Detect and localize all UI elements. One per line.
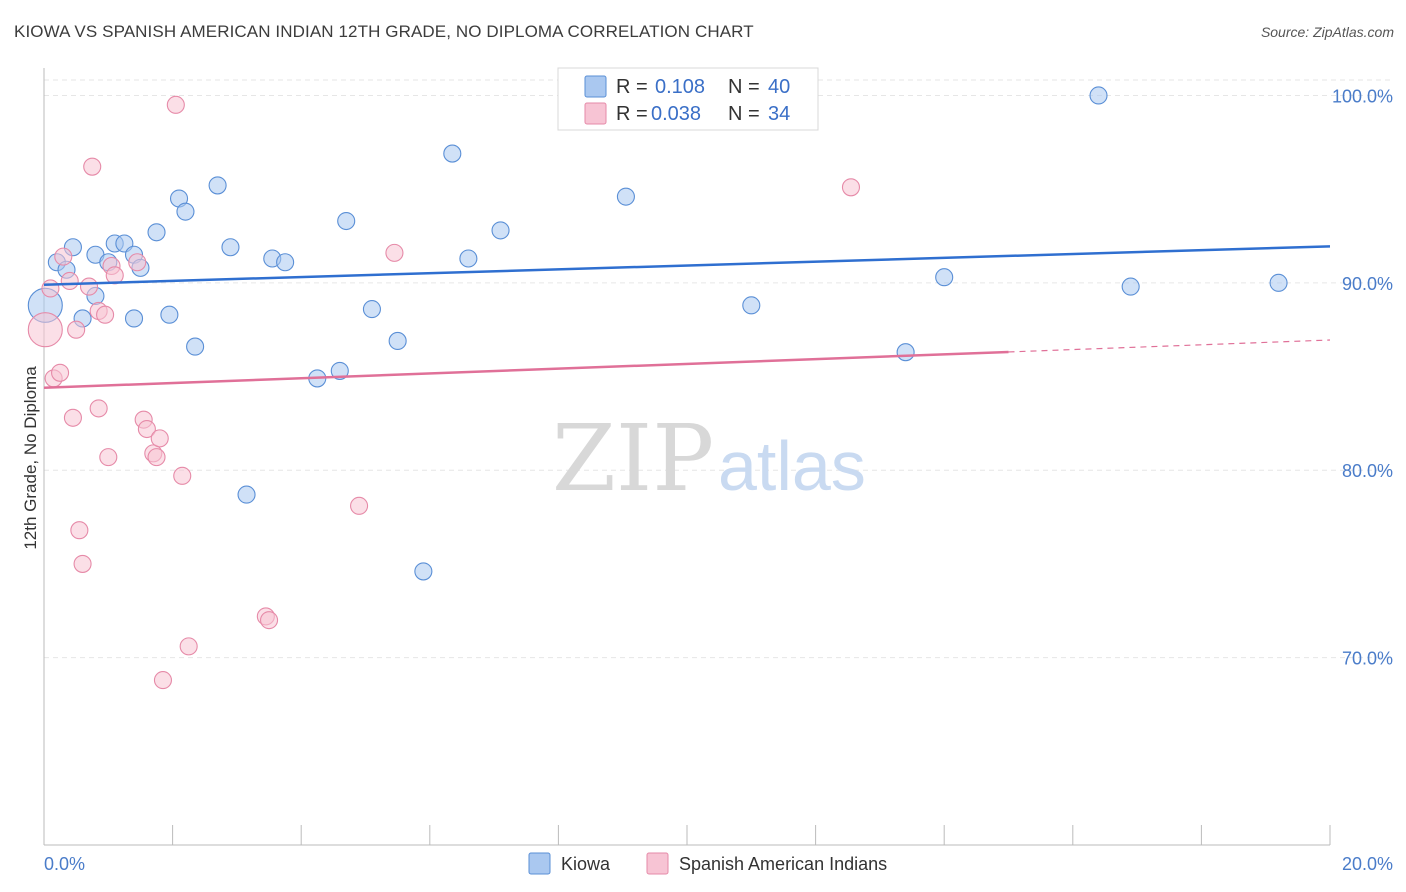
point-kiowa-26 <box>362 300 381 319</box>
point-kiowa-39 <box>1269 273 1288 292</box>
point-sai-24 <box>166 95 185 114</box>
point-sai-30 <box>350 496 369 515</box>
point-kiowa-19 <box>221 238 240 257</box>
point-sai-14 <box>96 305 115 324</box>
trend-line-sai-extension <box>1008 339 1331 353</box>
y-tick-label-80: 80.0% <box>1342 461 1393 481</box>
bottom-legend-swatch-sai <box>646 852 669 875</box>
point-kiowa-14 <box>160 305 179 324</box>
source-label: Source: ZipAtlas.com <box>1260 24 1394 40</box>
point-kiowa-20 <box>237 485 256 504</box>
point-sai-4 <box>54 247 73 266</box>
x-tick-label-min: 0.0% <box>44 854 85 874</box>
point-kiowa-28 <box>414 562 433 581</box>
point-sai-15 <box>99 448 118 467</box>
point-sai-3 <box>51 363 70 382</box>
y-tick-label-90: 90.0% <box>1342 274 1393 294</box>
point-kiowa-27 <box>388 331 407 350</box>
point-kiowa-11 <box>124 309 144 328</box>
legend-r-label-kiowa: R = <box>616 76 648 98</box>
point-kiowa-29 <box>443 144 462 163</box>
point-kiowa-16 <box>176 202 195 221</box>
point-sai-8 <box>70 521 89 540</box>
point-kiowa-22 <box>276 253 295 272</box>
point-sai-29 <box>259 611 279 630</box>
watermark-atlas: atlas <box>718 427 866 505</box>
point-kiowa-30 <box>459 249 478 268</box>
point-kiowa-34 <box>742 296 761 315</box>
legend-r-value-kiowa: 0.108 <box>655 76 705 98</box>
trend-line-kiowa <box>43 245 1331 286</box>
point-kiowa-37 <box>1089 86 1108 105</box>
y-tick-label-70: 70.0% <box>1342 649 1393 669</box>
point-sai-7 <box>67 320 86 339</box>
point-sai-25 <box>173 466 192 485</box>
point-kiowa-25 <box>337 211 356 231</box>
point-sai-23 <box>150 429 169 448</box>
point-kiowa-35 <box>896 343 915 362</box>
point-sai-18 <box>128 253 147 272</box>
y-tick-label-100: 100.0% <box>1332 86 1393 106</box>
chart-title: KIOWA VS SPANISH AMERICAN INDIAN 12TH GR… <box>14 22 754 41</box>
point-kiowa-17 <box>186 337 205 356</box>
point-sai-13 <box>89 399 108 418</box>
point-sai-11 <box>83 157 102 176</box>
point-sai-22 <box>147 448 166 467</box>
point-sai-5 <box>60 271 79 291</box>
x-tick-label-max: 20.0% <box>1342 854 1393 874</box>
bottom-legend-sai: Spanish American Indians <box>679 854 887 874</box>
legend-n-label-kiowa: N = <box>728 76 760 98</box>
point-sai-6 <box>63 408 82 427</box>
legend-swatch-sai <box>584 102 607 125</box>
legend: R = 0.108 N = 40 R = 0.038 N = 34 <box>557 67 819 131</box>
y-axis-label: 12th Grade, No Diploma <box>21 366 40 550</box>
point-kiowa-32 <box>616 187 635 206</box>
y-tick-labels: 70.0% 80.0% 90.0% 100.0% <box>1332 86 1393 668</box>
bottom-legend-kiowa: Kiowa <box>561 854 611 874</box>
legend-r-label-sai: R = <box>616 103 648 125</box>
point-kiowa-24 <box>330 361 349 380</box>
point-sai-26 <box>179 637 198 656</box>
point-sai-10 <box>79 277 99 296</box>
watermark: ZIP atlas <box>552 405 866 512</box>
trend-line-sai <box>43 350 1009 390</box>
trend-lines <box>43 245 1331 390</box>
point-kiowa-18 <box>208 176 227 195</box>
legend-n-value-kiowa: 40 <box>768 76 790 98</box>
bottom-legend-swatch-kiowa <box>528 852 551 875</box>
point-kiowa-38 <box>1121 277 1140 296</box>
point-kiowa-13 <box>147 223 166 242</box>
legend-r-value-sai: 0.038 <box>651 103 701 125</box>
point-sai-1 <box>41 279 60 298</box>
legend-n-value-sai: 34 <box>768 103 790 125</box>
point-kiowa-31 <box>491 221 510 240</box>
legend-swatch-kiowa <box>584 75 607 98</box>
gridlines <box>44 79 1393 659</box>
point-sai-0 <box>27 312 63 348</box>
axes <box>43 68 1331 846</box>
point-sai-33 <box>841 178 861 197</box>
watermark-zip: ZIP <box>552 405 714 512</box>
data-points <box>27 86 1288 690</box>
point-kiowa-36 <box>935 268 954 287</box>
point-sai-9 <box>73 554 92 573</box>
legend-n-label-sai: N = <box>728 103 760 125</box>
point-sai-20 <box>137 419 156 439</box>
point-sai-27 <box>153 671 173 690</box>
point-sai-31 <box>385 243 404 262</box>
bottom-legend: Kiowa Spanish American Indians <box>528 852 887 875</box>
